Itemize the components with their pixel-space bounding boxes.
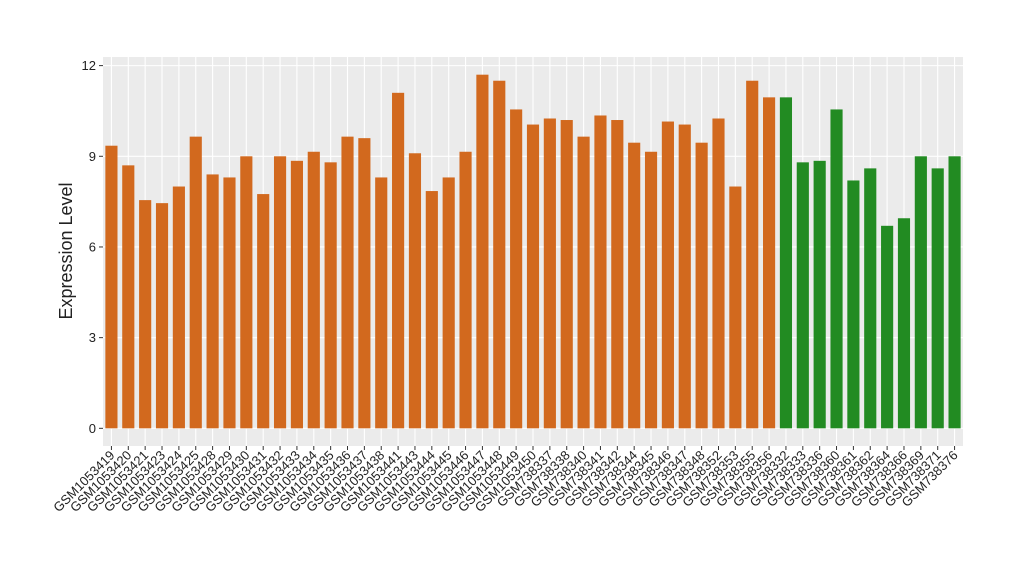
bar — [375, 177, 388, 429]
bar — [223, 177, 236, 429]
y-tick-label: 9 — [89, 149, 96, 164]
bar — [864, 168, 877, 429]
bar — [594, 115, 607, 429]
bar — [408, 153, 422, 429]
bar — [307, 151, 320, 429]
bar — [172, 186, 185, 429]
bar — [476, 74, 489, 429]
bar — [611, 120, 624, 429]
bar — [122, 165, 135, 429]
bar — [931, 168, 944, 429]
bar — [644, 151, 658, 429]
bar — [830, 109, 843, 429]
bar — [392, 92, 405, 429]
bar — [139, 200, 152, 429]
y-tick-label: 0 — [89, 421, 96, 436]
y-tick-label: 6 — [89, 239, 96, 254]
y-axis-label: Expression Level — [56, 182, 76, 319]
bar — [577, 136, 590, 429]
bar — [560, 120, 573, 429]
bar — [189, 136, 202, 429]
bar — [425, 191, 438, 429]
bar — [948, 156, 961, 429]
bar — [105, 145, 118, 429]
bar — [358, 138, 371, 429]
bar — [628, 142, 641, 429]
bar — [746, 80, 759, 429]
bar — [813, 160, 826, 429]
bar — [729, 186, 742, 429]
bar — [442, 177, 455, 429]
bar — [695, 142, 708, 429]
bar — [712, 118, 725, 429]
y-tick-label: 3 — [89, 330, 96, 345]
bar — [526, 124, 540, 429]
bar — [510, 109, 523, 429]
bar — [290, 160, 303, 429]
bar — [897, 218, 911, 429]
bar — [206, 174, 219, 429]
bar — [763, 97, 776, 429]
bar — [257, 194, 270, 429]
bar — [459, 151, 472, 429]
bar — [796, 162, 809, 429]
bar — [678, 124, 691, 429]
bar — [493, 80, 506, 429]
bar — [240, 156, 253, 429]
bar — [324, 162, 337, 429]
bar — [914, 156, 927, 429]
y-tick-label: 12 — [82, 58, 96, 73]
bar — [341, 136, 354, 429]
bar — [779, 97, 793, 429]
bar — [543, 118, 556, 429]
bar — [155, 203, 169, 429]
bar — [881, 225, 894, 429]
bar — [661, 121, 674, 429]
bar — [273, 156, 287, 429]
bar — [847, 180, 860, 429]
